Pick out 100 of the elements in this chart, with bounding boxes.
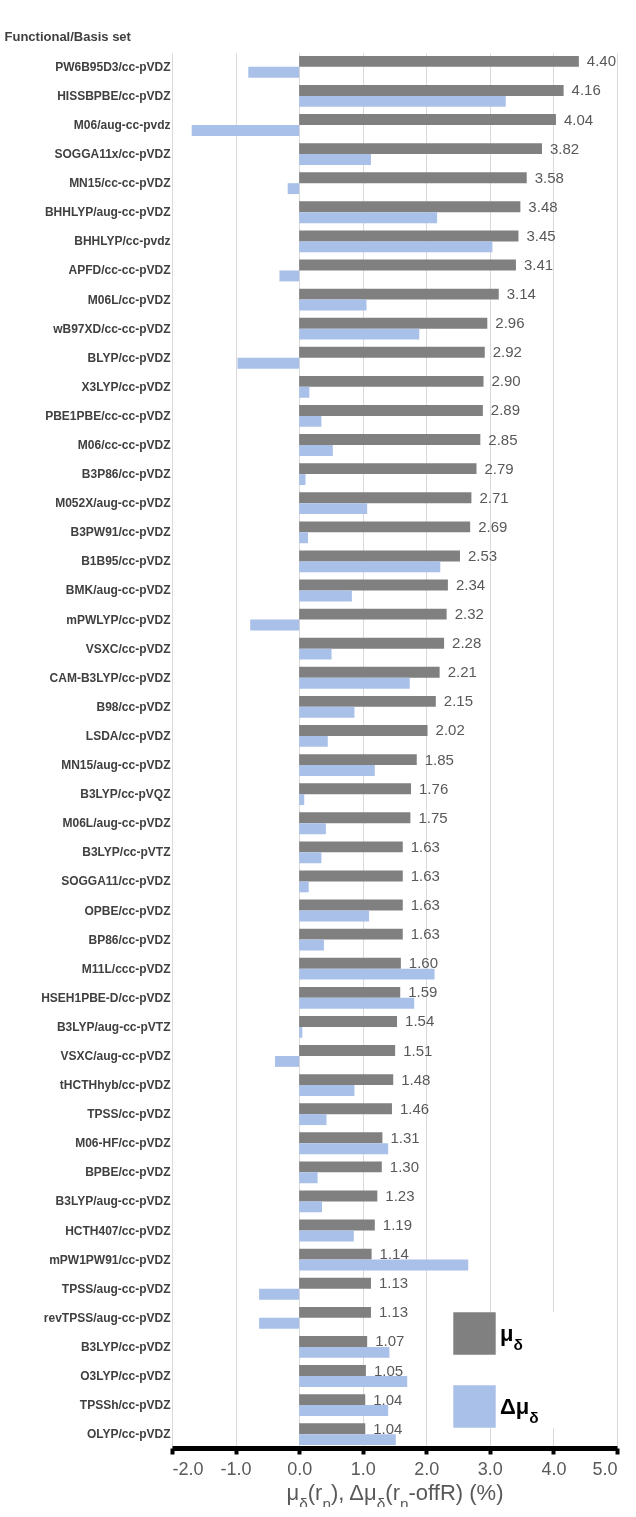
y-tick-label: HSEH1PBE-D/cc-pVDZ: [41, 990, 171, 1005]
data-label: 1.05: [373, 1361, 404, 1379]
data-label: 2.15: [443, 692, 474, 710]
data-label: 1.60: [408, 954, 439, 972]
y-tick-label: CAM-B3LYP/cc-pVDZ: [49, 670, 171, 685]
data-label: 1.85: [424, 750, 454, 768]
data-label: 1.76: [419, 779, 449, 797]
x-tick-label: 4.0: [541, 1458, 567, 1479]
x-tick-label: 0.0: [287, 1458, 313, 1479]
y-tick-label: VSXC/aug-cc-pVDZ: [60, 1048, 171, 1063]
data-label: 2.92: [492, 343, 522, 361]
y-tick-label: B3LYP/cc-pVQZ: [80, 787, 171, 802]
data-label: 1.75: [418, 808, 448, 826]
y-tick-label: B3LYP/aug-cc-pVTZ: [56, 1019, 171, 1034]
y-tick-label: SOGGA11x/cc-pVDZ: [54, 147, 171, 162]
data-label: 1.30: [389, 1157, 419, 1175]
data-label: 3.41: [523, 256, 554, 274]
data-label: 1.46: [399, 1099, 430, 1117]
y-tick-label: TPSS/cc-pVDZ: [87, 1107, 171, 1122]
y-tick-label: B3LYP/aug-cc-pVDZ: [55, 1194, 171, 1209]
y-tick-label: M06/aug-cc-pvdz: [73, 118, 171, 132]
y-tick-label: B3PW91/cc-pVDZ: [70, 525, 171, 540]
x-tick-label: 3.0: [477, 1458, 503, 1479]
data-label: 2.32: [454, 605, 484, 623]
y-tick-label: M06/cc-cc-pVDZ: [77, 438, 171, 453]
y-tick-label: B3LYP/cc-pVDZ: [80, 1339, 171, 1354]
y-tick-label: mPW1PW91/cc-pVDZ: [49, 1252, 171, 1267]
data-label: 2.96: [495, 314, 525, 332]
data-label: 2.79: [484, 459, 514, 477]
data-label: 1.07: [375, 1332, 405, 1350]
y-tick-label: BPBE/cc-pVDZ: [85, 1165, 171, 1180]
y-tick-label: BMK/aug-cc-pVDZ: [65, 583, 171, 598]
legend-label: μ$_{δ}$: [500, 1320, 523, 1352]
y-tick-label: wB97XD/cc-cc-pVDZ: [52, 321, 171, 336]
y-tick-label: BLYP/cc-pVDZ: [87, 350, 171, 365]
y-tick-label: HISSBPBE/cc-pVDZ: [57, 88, 171, 103]
data-label: 1.23: [385, 1186, 415, 1204]
y-tick-label: M06L/aug-cc-pVDZ: [62, 816, 171, 831]
y-tick-label: TPSSh/cc-pVDZ: [79, 1398, 171, 1413]
y-tick-label: M052X/aug-cc-pVDZ: [55, 496, 171, 511]
legend-label: Δμ$_{δ}$: [500, 1393, 539, 1425]
x-tick-label: -2.0: [172, 1458, 204, 1479]
data-label: 1.54: [405, 1012, 435, 1030]
data-label: 1.13: [378, 1274, 409, 1292]
y-tick-label: B98/cc-pVDZ: [96, 699, 171, 714]
data-label: 2.69: [478, 517, 508, 535]
y-tick-label: SOGGA11/cc-pVDZ: [61, 874, 171, 889]
data-label: 2.89: [490, 401, 521, 419]
x-tick-label: 5.0: [592, 1458, 618, 1479]
data-label: 3.45: [526, 226, 556, 244]
data-label: 1.13: [378, 1303, 409, 1321]
y-tick-label: mPWLYP/cc-pVDZ: [66, 612, 171, 627]
data-label: 4.40: [586, 52, 617, 70]
data-label: 1.04: [373, 1390, 403, 1408]
data-label: 2.53: [467, 546, 498, 564]
data-label: 3.14: [506, 285, 536, 303]
y-tick-label: B3P86/cc-pVDZ: [81, 467, 171, 482]
y-tick-label: B1B95/cc-pVDZ: [81, 554, 171, 569]
y-tick-label: tHCTHhyb/cc-pVDZ: [59, 1078, 171, 1093]
data-label: 1.63: [410, 925, 440, 943]
data-label: 1.31: [390, 1128, 420, 1146]
data-label: 1.63: [410, 837, 440, 855]
y-tick-label: M11L/ccc-pVDZ: [81, 961, 171, 976]
y-tick-label: BHHLYP/cc-pvdz: [74, 234, 171, 249]
data-label: 2.28: [452, 634, 482, 652]
data-label: 2.34: [455, 576, 486, 594]
y-tick-label: MN15/cc-cc-pVDZ: [69, 176, 171, 191]
y-tick-label: revTPSS/aug-cc-pVDZ: [43, 1310, 171, 1325]
y-tick-label: X3LYP/cc-pVDZ: [81, 379, 171, 394]
y-tick-label: HCTH407/cc-pVDZ: [65, 1223, 171, 1238]
y-tick-label: B3LYP/cc-pVTZ: [82, 845, 171, 860]
data-label: 2.85: [488, 430, 518, 448]
y-tick-label: APFD/cc-cc-pVDZ: [68, 263, 171, 278]
y-tick-label: VSXC/cc-pVDZ: [85, 641, 171, 656]
data-label: 2.90: [491, 372, 521, 390]
data-label: 1.59: [408, 983, 438, 1001]
x-tick-label: -1.0: [220, 1458, 252, 1479]
y-tick-label: M06L/cc-pVDZ: [87, 292, 171, 307]
data-label: 3.82: [549, 139, 580, 157]
data-label: 3.48: [528, 197, 558, 215]
y-tick-label: PBE1PBE/cc-cc-pVDZ: [45, 408, 171, 423]
data-label: 1.14: [379, 1245, 409, 1263]
data-label: 2.71: [479, 488, 509, 506]
y-tick-label: M06-HF/cc-pVDZ: [75, 1136, 171, 1151]
data-label: 1.63: [410, 866, 440, 884]
y-tick-label: LSDA/cc-pVDZ: [85, 728, 171, 743]
data-label: 4.16: [571, 81, 601, 99]
data-label: 1.63: [410, 896, 440, 914]
data-label: 1.19: [382, 1216, 412, 1234]
y-tick-label: OLYP/cc-pVDZ: [86, 1427, 171, 1442]
data-label: 1.04: [373, 1419, 403, 1437]
y-axis-title: Functional/Basis set: [4, 28, 132, 44]
y-tick-label: OPBE/cc-pVDZ: [84, 903, 171, 918]
y-tick-label: PW6B95D3/cc-pVDZ: [55, 59, 171, 74]
data-label: 1.51: [403, 1041, 433, 1059]
data-label: 2.02: [435, 721, 465, 739]
y-tick-label: MN15/aug-cc-pVDZ: [61, 758, 171, 773]
data-label: 4.04: [563, 110, 594, 128]
y-tick-label: BHHLYP/aug-cc-pVDZ: [44, 205, 171, 220]
y-tick-label: TPSS/aug-cc-pVDZ: [61, 1281, 171, 1296]
